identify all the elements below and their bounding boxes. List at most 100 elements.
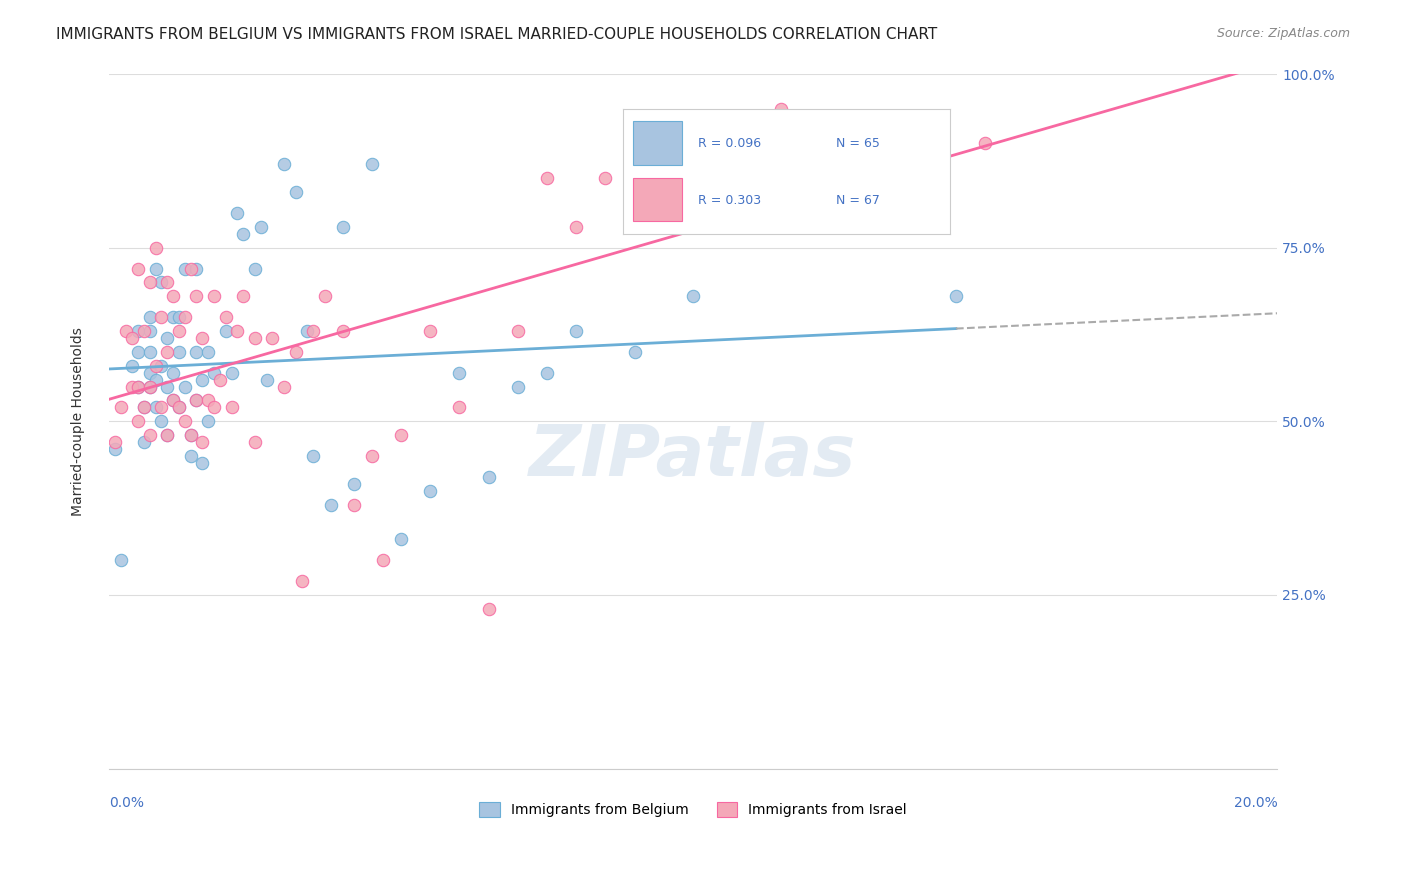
Point [173,261,195,276]
Point [156,276,179,290]
Point [262,331,284,345]
Text: IMMIGRANTS FROM BELGIUM VS IMMIGRANTS FROM ISRAEL MARRIED-COUPLE HOUSEHOLDS CORR: IMMIGRANTS FROM BELGIUM VS IMMIGRANTS FR… [56,27,938,42]
Point [104,435,127,450]
Point [343,476,366,491]
Point [506,379,529,393]
Point [652,122,675,136]
Point [150,276,173,290]
Point [167,310,190,325]
Point [506,324,529,338]
Text: ZIPatlas: ZIPatlas [530,422,856,491]
Point [162,393,184,408]
Point [156,331,179,345]
Point [186,261,208,276]
Point [389,428,412,442]
Point [139,310,162,325]
Point [360,157,382,171]
Point [623,150,645,164]
Point [132,435,155,450]
Point [186,289,208,303]
Point [121,359,143,373]
Point [215,310,238,325]
Point [150,310,173,325]
Point [156,428,179,442]
Point [273,157,295,171]
Point [127,344,149,359]
Point [243,331,266,345]
Point [145,241,167,255]
Point [121,379,143,393]
Point [360,449,382,463]
Point [167,401,190,415]
Point [162,393,184,408]
Point [127,379,149,393]
Point [256,373,278,387]
Point [799,150,821,164]
Point [389,533,412,547]
Point [139,379,162,393]
Point [180,449,202,463]
Point [974,136,997,151]
Point [284,344,307,359]
Point [156,379,179,393]
Point [243,261,266,276]
Point [373,553,395,567]
Point [536,366,558,380]
Point [139,344,162,359]
Point [302,449,325,463]
Point [858,136,880,151]
Point [419,483,441,498]
Point [167,324,190,338]
Point [110,553,132,567]
Point [302,324,325,338]
Text: Source: ZipAtlas.com: Source: ZipAtlas.com [1216,27,1350,40]
Y-axis label: Married-couple Households: Married-couple Households [72,326,86,516]
Point [115,324,138,338]
Point [249,219,271,234]
Point [127,324,149,338]
Point [150,359,173,373]
Point [215,324,238,338]
Text: 0.0%: 0.0% [108,797,143,811]
Text: 20.0%: 20.0% [1233,797,1277,811]
Point [110,401,132,415]
Point [104,442,127,456]
Point [139,379,162,393]
Point [139,428,162,442]
Point [478,470,501,484]
Point [623,344,645,359]
Point [682,150,704,164]
Point [769,102,792,116]
Point [243,435,266,450]
Point [180,428,202,442]
Point [232,227,254,241]
Point [132,324,155,338]
Point [127,261,149,276]
Point [197,344,219,359]
Point [191,456,214,470]
Point [221,366,243,380]
Point [127,414,149,428]
Point [332,219,354,234]
Point [449,366,471,380]
Point [167,344,190,359]
Point [186,393,208,408]
Point [139,324,162,338]
Point [449,401,471,415]
Point [565,219,588,234]
Point [127,379,149,393]
Point [132,401,155,415]
Point [180,261,202,276]
Point [197,414,219,428]
Point [145,401,167,415]
Point [202,401,225,415]
Point [284,185,307,199]
Point [191,331,214,345]
Point [945,289,967,303]
Point [156,344,179,359]
Point [682,289,704,303]
Legend: Immigrants from Belgium, Immigrants from Israel: Immigrants from Belgium, Immigrants from… [472,796,914,824]
Point [226,206,249,220]
Point [150,401,173,415]
Point [162,366,184,380]
